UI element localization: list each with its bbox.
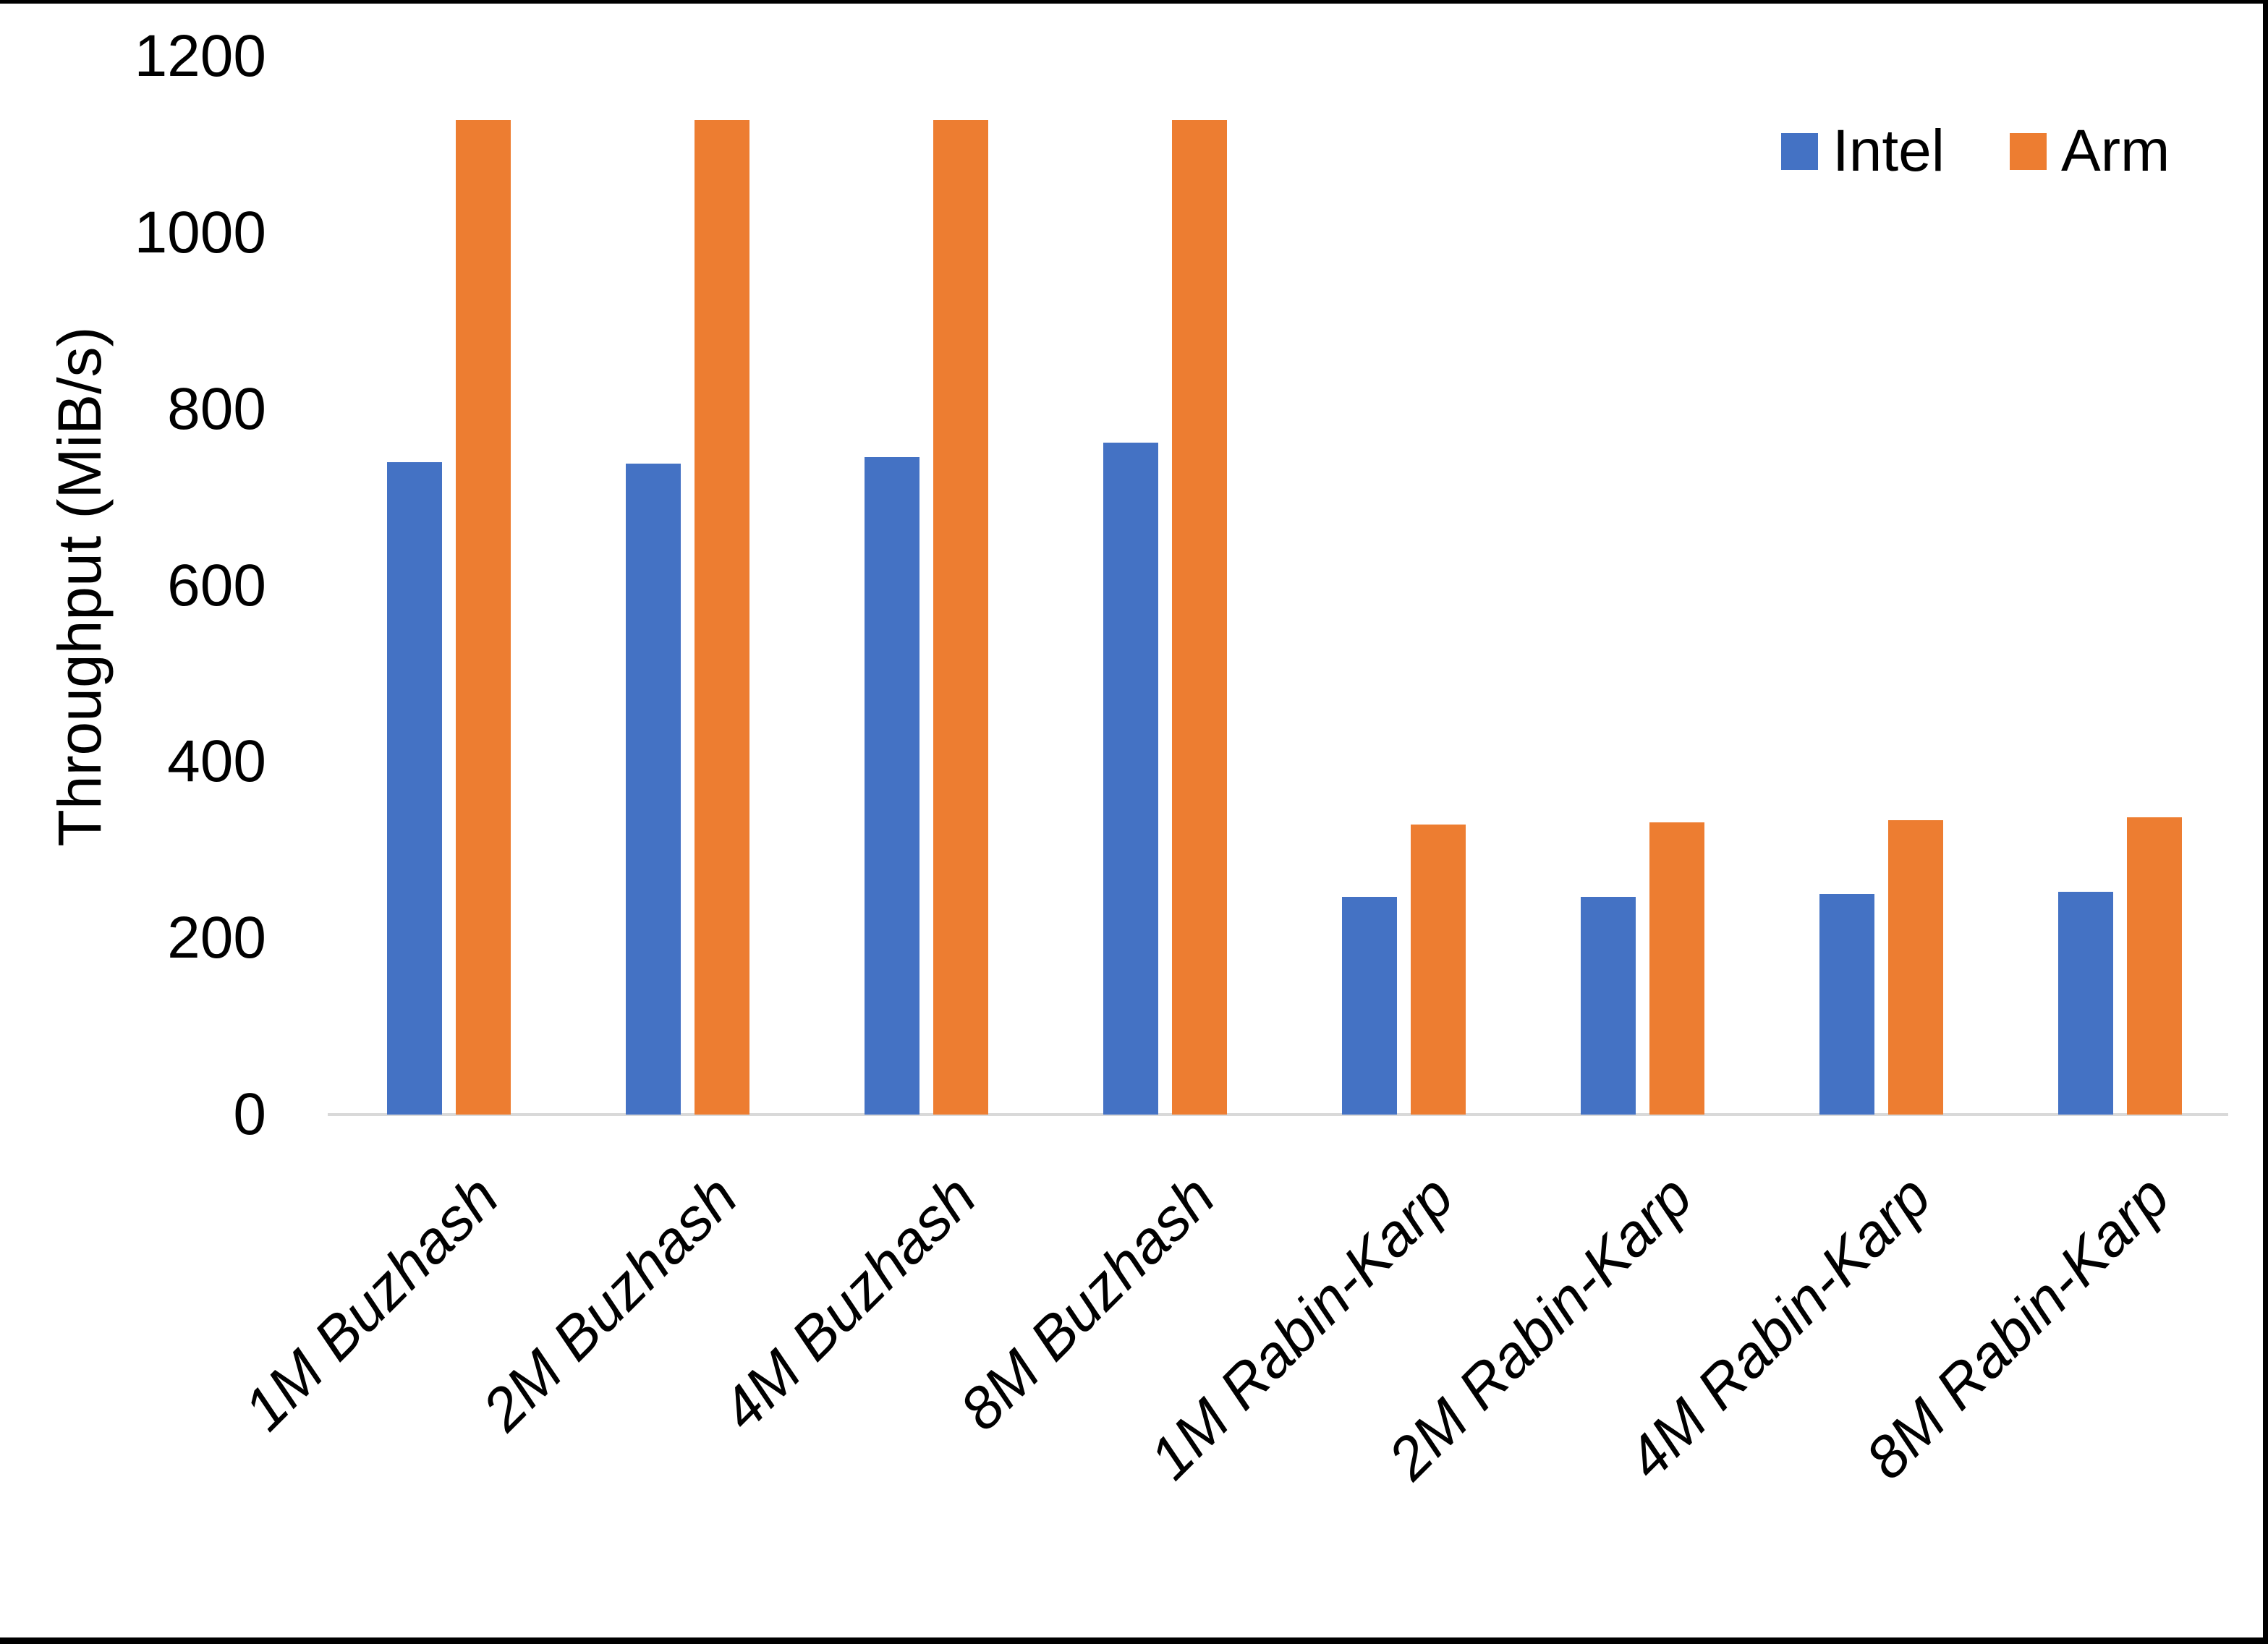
- legend-item-intel: Intel: [1781, 122, 1945, 181]
- frame-border-top: [0, 0, 2268, 4]
- bar-arm-2m-rabin-karp: [1649, 822, 1704, 1115]
- frame-border-bottom: [0, 1637, 2268, 1644]
- x-label-4m-buzhash: 4M Buzhash: [708, 1163, 989, 1444]
- y-tick-label-0: 0: [233, 1081, 266, 1147]
- x-label-2m-buzhash: 2M Buzhash: [470, 1163, 750, 1444]
- legend-item-arm: Arm: [2010, 122, 2170, 181]
- legend-swatch-intel: [1781, 132, 1818, 170]
- bar-arm-8m-buzhash: [1172, 119, 1227, 1115]
- bar-intel-4m-buzhash: [865, 456, 919, 1115]
- frame-border-right: [2263, 0, 2268, 1644]
- bar-intel-8m-buzhash: [1103, 442, 1158, 1115]
- bar-intel-2m-rabin-karp: [1581, 896, 1636, 1115]
- bar-arm-4m-rabin-karp: [1888, 819, 1943, 1115]
- legend-swatch-arm: [2010, 132, 2047, 170]
- y-tick-label-400: 400: [167, 728, 266, 795]
- bar-intel-4m-rabin-karp: [1819, 894, 1874, 1115]
- legend: Intel Arm: [1781, 122, 2170, 181]
- x-axis-line: [328, 1113, 2228, 1116]
- legend-label-intel: Intel: [1832, 118, 1945, 184]
- bar-arm-1m-rabin-karp: [1411, 824, 1466, 1115]
- y-tick-label-800: 800: [167, 375, 266, 442]
- bar-arm-1m-buzhash: [456, 119, 511, 1115]
- bar-arm-4m-buzhash: [933, 119, 988, 1115]
- y-tick-label-1000: 1000: [134, 199, 266, 265]
- bar-intel-1m-rabin-karp: [1342, 896, 1397, 1115]
- bar-intel-2m-buzhash: [626, 464, 681, 1115]
- bar-arm-2m-buzhash: [695, 119, 749, 1115]
- y-tick-label-600: 600: [167, 552, 266, 618]
- bar-arm-8m-rabin-karp: [2127, 817, 2182, 1115]
- y-tick-label-200: 200: [167, 905, 266, 971]
- x-label-1m-buzhash: 1M Buzhash: [231, 1163, 511, 1444]
- legend-label-arm: Arm: [2061, 118, 2170, 184]
- bar-intel-8m-rabin-karp: [2058, 891, 2113, 1115]
- bar-intel-1m-buzhash: [387, 461, 442, 1115]
- y-tick-label-1200: 1200: [134, 23, 266, 89]
